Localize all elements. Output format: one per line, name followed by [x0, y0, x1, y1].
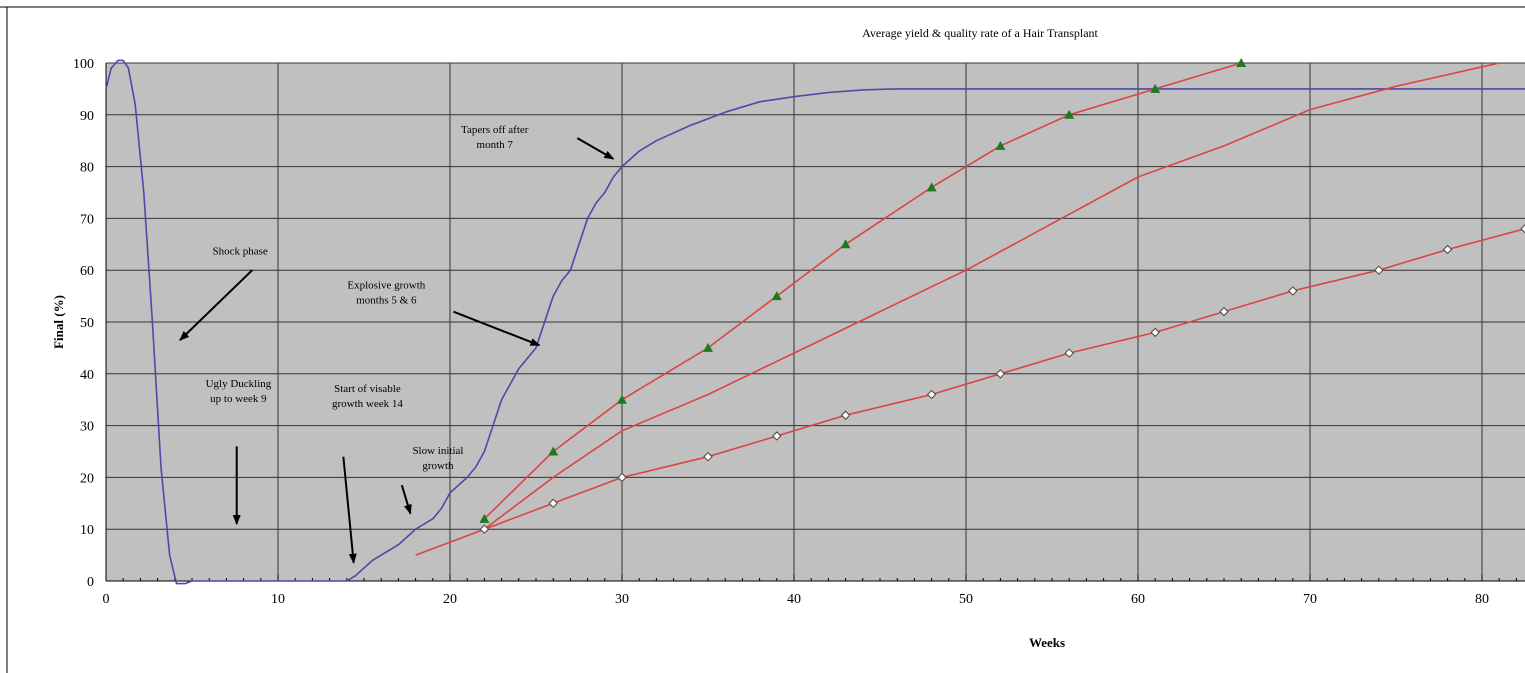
diamond-marker: [617, 472, 627, 483]
triangle-marker: [1150, 83, 1161, 93]
chart-title: Average yield & quality rate of a Hair T…: [862, 26, 1098, 40]
annotation-text: Ugly Duckling up to week 9: [206, 378, 272, 405]
y-tick-label: 70: [80, 212, 94, 227]
diamond-marker: [840, 410, 851, 420]
annotation: Slow initial growth: [400, 445, 463, 515]
series-line: [105, 59, 1525, 585]
y-tick-label: 50: [80, 316, 94, 331]
diamond-marker: [926, 389, 937, 400]
annotation-arrow: [576, 137, 615, 160]
diamond-marker: [1374, 265, 1384, 275]
x-tick-label: 60: [1131, 592, 1145, 607]
diamond-marker: [1442, 244, 1453, 255]
diamond-marker: [772, 431, 782, 441]
annotation: Tapers off after month 7: [461, 124, 615, 160]
x-tick-label: 40: [787, 592, 801, 607]
annotation: Explosive growth months 5 & 6: [347, 279, 541, 347]
triangle-marker: [995, 140, 1006, 150]
annotation-text: Slow initial growth: [412, 445, 463, 472]
series-layer: [105, 58, 1525, 585]
y-tick-label: 20: [80, 471, 94, 486]
annotation-text: Shock phase: [213, 246, 268, 258]
x-axis-title: Weeks: [1029, 635, 1065, 650]
diamond-marker: [1520, 224, 1525, 234]
diamond-marker: [1288, 286, 1298, 296]
triangle-marker: [771, 291, 782, 301]
diamond-marker: [1064, 348, 1074, 358]
series-4: [479, 224, 1525, 534]
x-tick-label: 50: [959, 592, 973, 607]
y-tick-label: 0: [87, 575, 94, 590]
y-tick-label: 10: [80, 523, 94, 538]
annotation: Ugly Duckling up to week 9: [206, 378, 272, 526]
triangle-marker: [617, 394, 627, 404]
y-tick-label: 90: [80, 109, 94, 124]
y-tick-label: 60: [80, 264, 94, 279]
diamond-marker: [1150, 327, 1160, 338]
x-tick-label: 0: [103, 592, 110, 607]
annotation-layer: Shock phase Ugly Duckling up to week 9 Star…: [179, 124, 615, 564]
diamond-marker: [995, 369, 1006, 379]
annotation: Shock phase: [179, 246, 268, 341]
annotation-arrow: [400, 484, 412, 515]
triangle-marker: [703, 342, 713, 352]
series-line: [415, 62, 1500, 556]
annotation-text: Tapers off after month 7: [461, 124, 529, 151]
triangle-marker: [1064, 109, 1075, 119]
x-tick-label: 30: [615, 592, 629, 607]
series-1: [105, 59, 1525, 585]
triangle-marker: [479, 513, 490, 523]
triangle-marker: [548, 446, 559, 456]
x-tick-label: 70: [1303, 592, 1317, 607]
triangle-marker: [926, 182, 937, 192]
y-axis-ticks: 0 10 20 30 40 50 60 70 80 90 100: [73, 57, 94, 590]
gridlines: [106, 62, 1525, 581]
triangle-marker: [1236, 58, 1247, 67]
x-tick-label: 80: [1475, 592, 1489, 607]
diamond-marker: [703, 451, 713, 462]
y-tick-label: 40: [80, 368, 94, 383]
y-tick-label: 80: [80, 161, 94, 176]
x-axis-ticks: 0 10 20 30 40 50 60 70 80: [103, 592, 1490, 607]
diamond-marker: [548, 498, 558, 509]
annotation-arrow: [342, 456, 357, 564]
y-axis-title: Final (%): [51, 295, 66, 349]
x-tick-label: 20: [443, 592, 457, 607]
annotation-text: Start of visable growth week 14: [332, 383, 403, 410]
diamond-marker: [479, 524, 490, 534]
y-tick-label: 30: [80, 420, 94, 435]
annotation-arrow: [179, 269, 253, 341]
annotation-arrow: [453, 310, 541, 347]
series-2: [479, 58, 1247, 523]
annotation: Start of visable growth week 14: [332, 383, 403, 564]
annotation-text: Explosive growth months 5 & 6: [347, 279, 425, 306]
series-3: [415, 62, 1500, 556]
diamond-marker: [1219, 306, 1229, 317]
triangle-marker: [840, 239, 851, 249]
y-tick-label: 100: [73, 57, 94, 72]
x-tick-label: 10: [271, 592, 285, 607]
